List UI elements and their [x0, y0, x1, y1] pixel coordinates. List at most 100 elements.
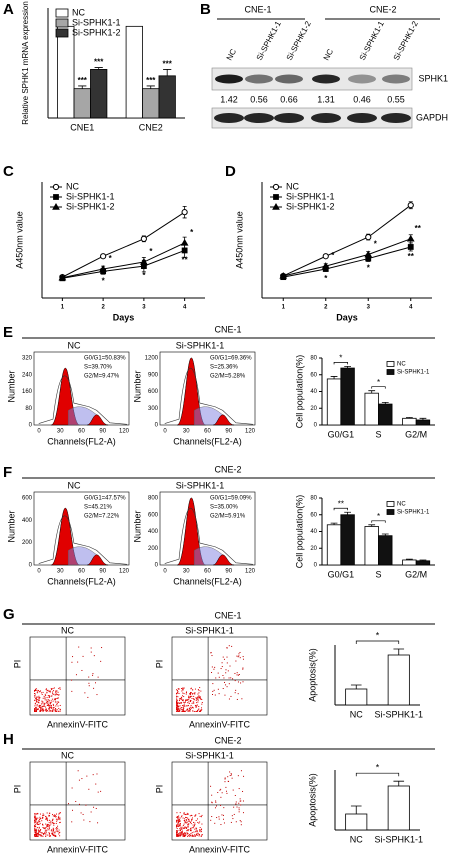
event — [34, 709, 36, 711]
event — [42, 701, 44, 703]
event — [215, 805, 217, 807]
event — [191, 695, 193, 697]
event — [55, 691, 57, 693]
event — [185, 822, 187, 824]
event — [48, 832, 50, 834]
event — [200, 829, 202, 831]
event — [38, 820, 40, 822]
x-tick-label: Si-SPHK1-1 — [374, 709, 423, 719]
event — [38, 823, 40, 825]
event — [194, 688, 196, 690]
event — [72, 656, 74, 658]
event — [196, 710, 198, 712]
error-bar — [330, 522, 338, 525]
event — [195, 820, 197, 822]
event — [188, 823, 190, 825]
event — [51, 832, 53, 834]
legend-swatch — [386, 361, 395, 367]
event — [92, 673, 94, 675]
event — [58, 815, 60, 817]
event — [182, 827, 184, 829]
x-tick-label: 120 — [245, 429, 256, 435]
event — [56, 709, 58, 711]
bar — [364, 526, 379, 566]
event — [176, 703, 178, 705]
y-tick-label: 0 — [155, 423, 159, 429]
event — [53, 831, 55, 833]
event — [180, 702, 182, 704]
bar — [326, 378, 342, 426]
event — [36, 705, 38, 707]
event — [52, 707, 54, 709]
error-bar — [146, 85, 155, 89]
event — [195, 827, 197, 829]
significance: ** — [338, 499, 344, 508]
event — [185, 693, 187, 695]
event — [184, 820, 186, 822]
event — [56, 694, 58, 696]
event — [190, 700, 192, 702]
event — [181, 706, 183, 708]
event — [190, 822, 192, 824]
y-axis-label: Apoptosis(%) — [307, 773, 317, 827]
event — [198, 690, 200, 692]
y-tick-label: 900 — [148, 372, 159, 378]
event — [217, 672, 219, 674]
event — [93, 687, 95, 689]
bar — [345, 688, 368, 706]
event — [45, 708, 47, 710]
event — [199, 827, 201, 829]
event — [176, 696, 178, 698]
event — [177, 817, 179, 819]
y-tick-label: 80 — [310, 496, 317, 502]
event — [71, 809, 73, 811]
event — [38, 818, 40, 820]
event — [210, 785, 212, 787]
event — [68, 803, 70, 805]
event — [51, 707, 53, 709]
y-tick-label: 0 — [314, 423, 318, 429]
event — [34, 816, 36, 818]
event — [40, 709, 42, 711]
significance-bracket — [371, 520, 386, 523]
event — [182, 689, 184, 691]
event — [90, 651, 92, 653]
event — [46, 702, 48, 704]
event — [235, 801, 237, 803]
error-bar — [350, 684, 362, 689]
event — [57, 818, 59, 820]
event — [197, 699, 199, 701]
event — [186, 708, 188, 710]
event — [196, 704, 198, 706]
event — [39, 709, 41, 711]
significance: * — [102, 276, 106, 285]
event — [181, 702, 183, 704]
event — [187, 699, 189, 701]
event — [176, 706, 178, 708]
event — [88, 788, 90, 790]
event — [37, 833, 39, 835]
event — [184, 820, 186, 822]
event — [48, 710, 50, 712]
event — [36, 834, 38, 836]
event — [176, 708, 178, 710]
event — [179, 827, 181, 829]
event — [183, 696, 185, 698]
event — [57, 827, 59, 829]
event — [178, 821, 180, 823]
protein-label: GAPDH — [416, 112, 448, 122]
event — [50, 821, 52, 823]
band-quantification: 0.55 — [387, 94, 405, 104]
event — [238, 807, 240, 809]
event — [193, 692, 195, 694]
event — [237, 656, 239, 658]
event — [196, 833, 198, 835]
event — [220, 824, 222, 826]
event — [192, 824, 194, 826]
event — [242, 790, 244, 792]
event — [181, 829, 183, 831]
band-quantification: 0.66 — [280, 94, 298, 104]
event — [212, 690, 214, 692]
x-tick-label: 3 — [142, 305, 146, 311]
